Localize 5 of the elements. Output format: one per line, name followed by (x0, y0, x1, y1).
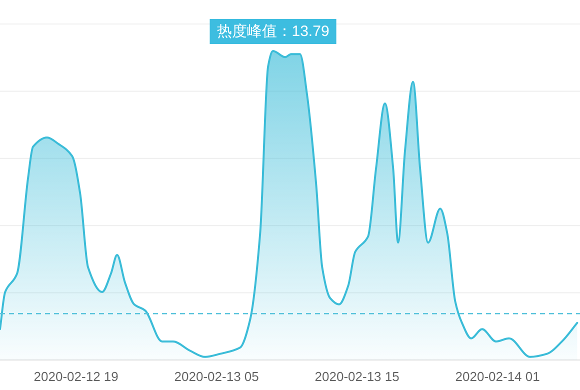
x-tick-label: 2020-02-12 19 (34, 369, 118, 384)
x-tick-label: 2020-02-13 15 (314, 369, 400, 384)
annotation: 热度峰值：13.79 (216, 23, 330, 40)
x-tick-label: 2020-02-13 05 (174, 369, 259, 384)
x-tick-label: 2020-02-14 01 (455, 369, 540, 384)
